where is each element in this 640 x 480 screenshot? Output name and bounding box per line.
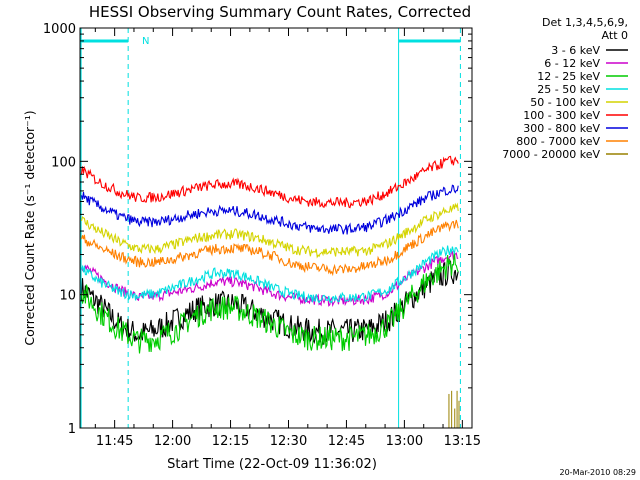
series-line-2 — [80, 251, 459, 354]
series-line-3 — [80, 245, 459, 304]
x-tick-label: 12:00 — [154, 434, 191, 449]
y-tick-label: 1 — [68, 422, 76, 437]
legend-header-line-2: Att 0 — [602, 29, 628, 42]
legend-label: 7000 - 20000 keV — [502, 148, 600, 161]
flag-label: N — [142, 36, 149, 47]
x-tick-label: 13:15 — [444, 434, 481, 449]
legend-label: 3 - 6 keV — [551, 44, 600, 57]
x-tick-label: 11:45 — [96, 434, 133, 449]
x-tick-label: 13:00 — [386, 434, 423, 449]
chart-title: HESSI Observing Summary Count Rates, Cor… — [89, 3, 471, 21]
footer-timestamp: 20-Mar-2010 08:29 — [560, 468, 637, 477]
y-axis-label: Corrected Count Rate (s⁻¹ detector⁻¹) — [22, 110, 37, 345]
y-tick-label: 100 — [51, 155, 76, 170]
x-tick-label: 12:45 — [328, 434, 365, 449]
x-tick-label: 12:15 — [212, 434, 249, 449]
legend-label: 6 - 12 keV — [544, 57, 600, 70]
plot-frame — [79, 27, 473, 429]
series-line-6 — [80, 184, 459, 235]
x-tick-label: 12:30 — [270, 434, 307, 449]
legend-label: 800 - 7000 keV — [516, 135, 600, 148]
legend-label: 50 - 100 keV — [530, 96, 600, 109]
y-tick-label: 10 — [59, 289, 76, 304]
series-line-5 — [80, 155, 459, 209]
series-line-4 — [80, 202, 459, 259]
y-tick-label: 1000 — [43, 22, 76, 37]
legend-label: 300 - 800 keV — [523, 122, 600, 135]
x-axis-label: Start Time (22-Oct-09 11:36:02) — [167, 457, 377, 472]
series-line-7 — [80, 219, 459, 277]
legend-header-line-1: Det 1,3,4,5,6,9, — [542, 16, 628, 29]
legend-label: 25 - 50 keV — [537, 83, 600, 96]
legend-label: 12 - 25 keV — [537, 70, 600, 83]
legend-label: 100 - 300 keV — [523, 109, 600, 122]
